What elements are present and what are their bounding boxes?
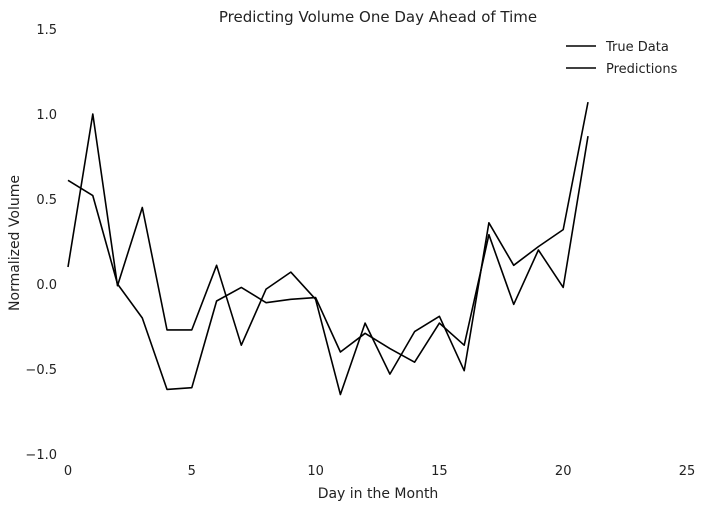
series-layer (67, 101, 589, 396)
x-axis-label: Day in the Month (318, 486, 439, 502)
x-tick-label: 10 (307, 464, 324, 479)
x-axis-ticks: 0 5 10 15 20 25 (64, 464, 695, 479)
y-tick-label: 0.5 (36, 193, 57, 208)
x-tick-label: 5 (188, 464, 196, 479)
y-tick-label: −0.5 (25, 363, 57, 378)
y-tick-label: 1.5 (36, 23, 57, 38)
y-tick-label: 0.0 (36, 278, 57, 293)
x-tick-label: 15 (431, 464, 448, 479)
legend-label: True Data (605, 40, 669, 55)
legend: True Data Predictions (566, 40, 678, 77)
y-tick-label: 1.0 (36, 108, 57, 123)
legend-label: Predictions (606, 62, 678, 77)
chart-title: Predicting Volume One Day Ahead of Time (219, 8, 537, 26)
x-tick-label: 25 (679, 464, 696, 479)
y-axis-ticks: −1.0 −0.5 0.0 0.5 1.0 1.5 (25, 23, 57, 463)
series-line-predictions (67, 135, 589, 391)
series-line-true-data (67, 101, 589, 396)
x-tick-label: 20 (555, 464, 572, 479)
y-tick-label: −1.0 (25, 448, 57, 463)
y-axis-label: Normalized Volume (7, 175, 23, 311)
x-tick-label: 0 (64, 464, 72, 479)
